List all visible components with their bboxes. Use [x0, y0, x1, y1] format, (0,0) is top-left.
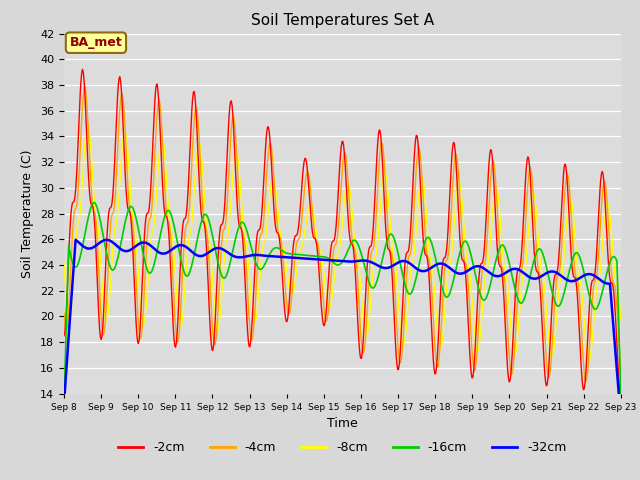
-16cm [60, 401, 68, 407]
-8cm [617, 316, 625, 322]
-4cm [185, 213, 193, 219]
-32cm [411, 264, 419, 270]
-16cm [617, 392, 625, 397]
-16cm [128, 204, 136, 210]
-4cm [128, 216, 136, 222]
-8cm [411, 243, 419, 249]
-2cm [128, 233, 136, 239]
-16cm [90, 200, 98, 205]
-2cm [79, 67, 86, 72]
Y-axis label: Soil Temperature (C): Soil Temperature (C) [22, 149, 35, 278]
Text: BA_met: BA_met [70, 36, 122, 49]
-2cm [617, 391, 625, 396]
-4cm [60, 310, 68, 316]
-4cm [582, 379, 590, 384]
-32cm [185, 246, 193, 252]
-2cm [428, 313, 435, 319]
-8cm [84, 124, 92, 130]
-32cm [70, 258, 78, 264]
-8cm [128, 212, 136, 217]
-8cm [585, 358, 593, 363]
-8cm [60, 260, 68, 266]
-4cm [428, 276, 435, 282]
-8cm [428, 260, 435, 265]
-4cm [617, 367, 625, 373]
-4cm [70, 211, 78, 217]
-8cm [185, 237, 193, 242]
-16cm [185, 272, 193, 277]
-32cm [617, 416, 625, 421]
Line: -2cm: -2cm [64, 70, 621, 394]
-16cm [70, 263, 78, 269]
-2cm [411, 145, 419, 151]
-8cm [214, 326, 222, 332]
-16cm [411, 280, 419, 286]
-2cm [185, 176, 193, 181]
-16cm [428, 239, 435, 244]
-16cm [214, 260, 222, 266]
Legend: -2cm, -4cm, -8cm, -16cm, -32cm: -2cm, -4cm, -8cm, -16cm, -32cm [113, 436, 572, 459]
-32cm [60, 400, 68, 406]
-32cm [72, 237, 79, 242]
-2cm [70, 199, 78, 204]
-8cm [70, 266, 78, 272]
X-axis label: Time: Time [327, 417, 358, 430]
-2cm [214, 253, 222, 259]
Line: -16cm: -16cm [64, 203, 621, 404]
-32cm [214, 245, 222, 251]
Line: -32cm: -32cm [64, 240, 621, 419]
-4cm [81, 84, 89, 90]
-32cm [428, 265, 435, 271]
-2cm [60, 333, 68, 338]
Line: -8cm: -8cm [64, 127, 621, 360]
Title: Soil Temperatures Set A: Soil Temperatures Set A [251, 13, 434, 28]
-4cm [411, 191, 419, 197]
Line: -4cm: -4cm [64, 87, 621, 382]
-4cm [214, 305, 222, 311]
-32cm [128, 246, 136, 252]
